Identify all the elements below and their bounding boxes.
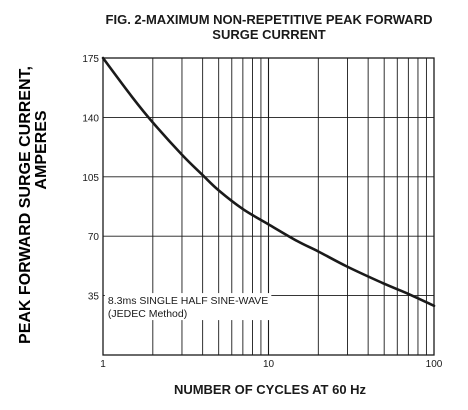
x-tick-label: 1 (100, 359, 106, 370)
plot-frame (102, 57, 435, 356)
y-axis-label: PEAK FORWARD SURGE CURRENT, AMPERES (17, 66, 50, 344)
annotation-line2: (JEDEC Method) (108, 308, 187, 320)
y-axis-label-line1: PEAK FORWARD SURGE CURRENT, (17, 66, 34, 344)
chart-title: FIG. 2-MAXIMUM NON-REPETITIVE PEAK FORWA… (70, 12, 468, 42)
chart-title-line2: SURGE CURRENT (212, 27, 326, 42)
annotation-background (104, 293, 272, 321)
y-axis-label-line2: AMPERES (33, 110, 50, 189)
x-axis-label: NUMBER OF CYCLES AT 60 Hz (173, 382, 367, 397)
tick-labels: 175 140 105 70 35 1 10 100 (82, 54, 442, 370)
x-tick-label: 100 (426, 359, 443, 370)
y-tick-label: 70 (88, 232, 100, 243)
series-line (101, 56, 436, 308)
annotation-line1: 8.3ms SINGLE HALF SINE-WAVE (108, 295, 268, 307)
x-tick-label: 10 (263, 359, 275, 370)
chart-title-line1: FIG. 2-MAXIMUM NON-REPETITIVE PEAK FORWA… (105, 12, 433, 27)
y-tick-label: 140 (82, 113, 99, 124)
y-tick-label: 175 (82, 54, 99, 65)
y-tick-label: 35 (88, 292, 100, 303)
y-tick-label: 105 (82, 173, 99, 184)
